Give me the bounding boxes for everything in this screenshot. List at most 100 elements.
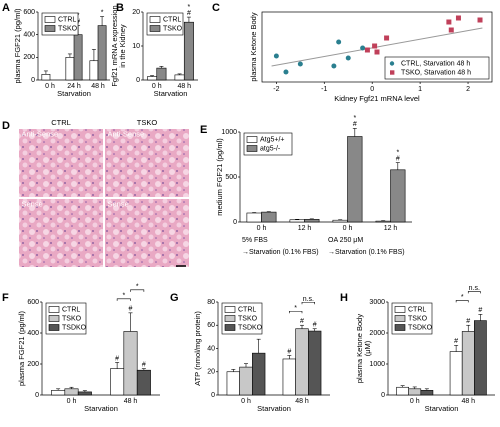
legend-label: CTRL (58, 16, 76, 23)
bar (474, 320, 487, 396)
y-axis-label: plasma Ketone Body (249, 12, 258, 81)
bar (449, 351, 463, 396)
point (448, 27, 454, 33)
y-tick-label: 400 (23, 32, 35, 39)
bar (461, 331, 475, 396)
point (455, 15, 461, 21)
x-tick-label: 0 h (241, 398, 251, 405)
y-tick-label: 0 (31, 77, 35, 84)
x-tick-label: 0 h (257, 225, 267, 232)
legend-label: TSKO (163, 25, 183, 32)
x-tick-label: 0 h (410, 398, 420, 405)
significance-mark: * (353, 115, 356, 122)
significance-mark: # (287, 348, 291, 355)
point (331, 63, 337, 69)
x-tick-label: 48 h (461, 398, 475, 405)
legend-label: TSKO (408, 315, 428, 322)
legend-swatch (389, 61, 395, 66)
x-tick-label: 48 h (91, 83, 105, 90)
significance-mark: # (454, 338, 458, 345)
plot-frame (261, 11, 493, 83)
y-tick-label: 40 (207, 345, 215, 352)
bar (408, 388, 422, 396)
y-tick-label: 0 (233, 219, 237, 226)
point (372, 43, 378, 49)
y-tick-label: 0 (35, 392, 39, 399)
y-axis-label: Fgf21 mRNA expression (110, 5, 119, 86)
point (446, 19, 452, 25)
legend-swatch (224, 306, 236, 313)
column-label: TSKO (137, 118, 158, 127)
legend-label: TSDKO (62, 324, 87, 331)
y-tick-label: 200 (23, 54, 35, 61)
bar (89, 60, 99, 81)
x-tick-label: 12 h (384, 225, 398, 232)
x-axis-label: Kidney Fgf21 mRNA level (334, 94, 420, 103)
x-axis-label: Starvation (154, 89, 188, 98)
bar (246, 212, 262, 223)
micrograph (104, 198, 190, 268)
comparison-bracket (130, 289, 145, 292)
y-axis-label: medium FGF21 (pg/ml) (215, 138, 224, 216)
y-tick-label: 0 (211, 392, 215, 399)
bar (252, 352, 266, 396)
x-tick-label: 0 h (67, 398, 77, 405)
bar (289, 219, 305, 223)
significance-mark: * (396, 149, 399, 156)
legend-label: TSKO, Starvation 48 h (401, 69, 471, 76)
y-tick-label: 3000 (369, 299, 385, 306)
legend-swatch (246, 136, 258, 143)
bar (97, 25, 107, 81)
legend-swatch (44, 16, 56, 23)
x-tick-label: 0 (370, 86, 374, 93)
group-label: →Starvation (0.1% FBS) (328, 249, 405, 256)
legend-label: TSKO (58, 25, 78, 32)
bar (390, 169, 406, 223)
row-label: Sense (22, 199, 43, 208)
panel-label: A (2, 2, 10, 14)
x-tick-label: 12 h (298, 225, 312, 232)
comparison-label: n.s. (303, 296, 314, 303)
x-tick-label: 24 h (67, 83, 81, 90)
x-tick-label: 48 h (177, 83, 191, 90)
y-axis-label: in the Kidney (118, 24, 127, 68)
bar (282, 358, 296, 396)
point (297, 61, 303, 67)
micrograph (104, 128, 190, 198)
row-label: Sense (108, 199, 129, 208)
x-tick-label: -2 (273, 86, 279, 93)
x-tick-label: 48 h (124, 398, 138, 405)
y-tick-label: 1000 (221, 129, 237, 136)
legend-swatch (224, 324, 236, 331)
significance-mark: # (313, 322, 317, 329)
bar (123, 331, 138, 396)
x-axis-label: Starvation (425, 404, 459, 413)
bar (64, 388, 79, 396)
y-axis-label: (μM) (363, 340, 372, 356)
point (374, 49, 380, 55)
comparison-bracket (301, 301, 315, 305)
panel-label: G (170, 292, 179, 304)
legend-label: TSKO (62, 315, 82, 322)
x-tick-label: -1 (321, 86, 327, 93)
point (360, 45, 366, 51)
panel-label: D (2, 120, 10, 132)
y-axis-label: plasma Ketone Body (355, 314, 364, 383)
point (384, 35, 390, 41)
legend-swatch (48, 324, 60, 331)
legend-swatch (394, 306, 406, 313)
bar (183, 21, 194, 81)
y-tick-label: 600 (23, 9, 35, 16)
legend-swatch (394, 315, 406, 322)
legend-label: CTRL, Starvation 48 h (401, 60, 470, 67)
y-tick-label: 20 (207, 369, 215, 376)
y-axis-label: ATP (nmol/mg protein) (193, 311, 202, 386)
micrograph (18, 198, 104, 268)
point (283, 69, 289, 75)
significance-mark: # (396, 155, 400, 162)
bar (304, 219, 320, 223)
bar (51, 390, 66, 396)
y-tick-label: 2000 (369, 330, 385, 337)
legend-swatch (149, 16, 161, 23)
